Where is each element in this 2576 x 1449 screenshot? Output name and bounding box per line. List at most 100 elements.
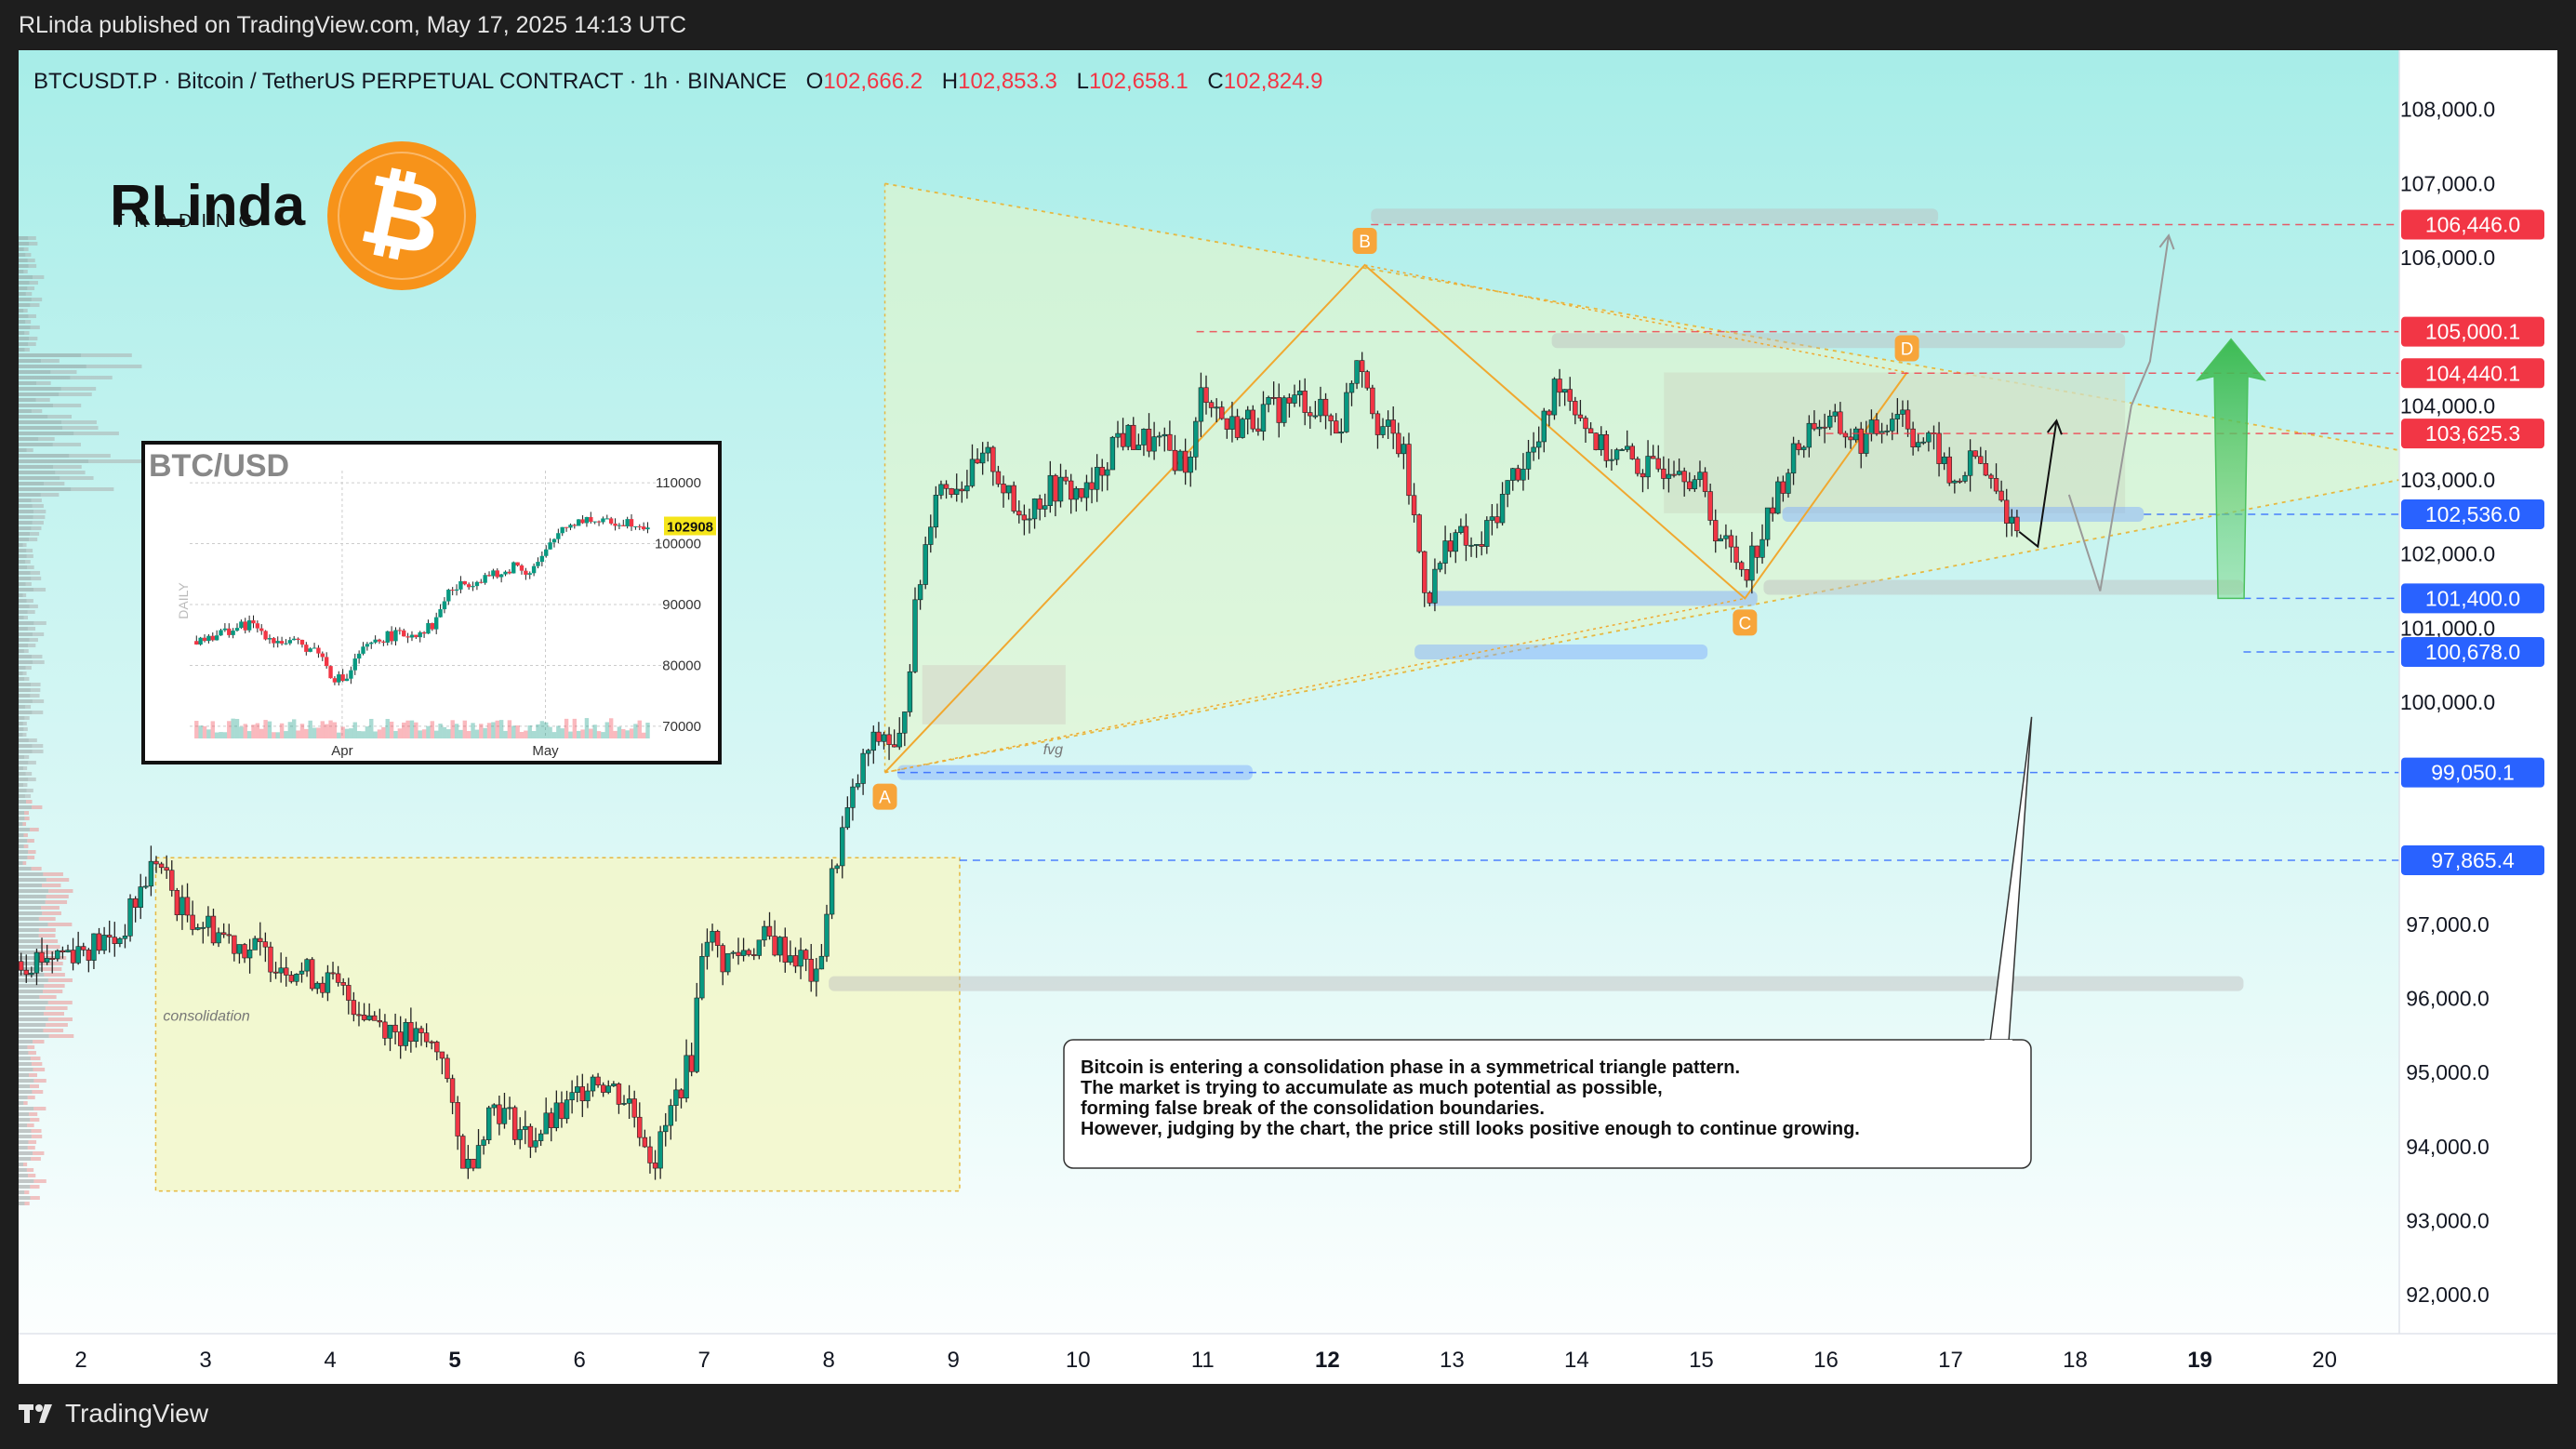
profile-bar xyxy=(70,376,113,379)
profile-bar xyxy=(71,487,114,491)
profile-bar xyxy=(42,911,61,915)
tradingview-brand[interactable]: TradingView xyxy=(19,1399,208,1429)
candle-body xyxy=(1156,435,1162,438)
inset-volume-bar xyxy=(255,723,260,738)
y-tick-label: 100,000.0 xyxy=(2400,690,2495,714)
point-marker xyxy=(1894,335,1919,362)
profile-bar xyxy=(30,694,40,698)
candle-body xyxy=(179,897,185,916)
inset-timeframe-label: DAILY xyxy=(176,582,191,619)
price-tag-box xyxy=(2401,499,2544,529)
inset-candle-body xyxy=(426,622,431,634)
profile-bar xyxy=(19,856,28,859)
candle-body xyxy=(1193,420,1199,458)
inset-candle-body xyxy=(284,643,288,645)
inset-candle-body xyxy=(259,628,264,631)
inset-candle-body xyxy=(316,647,321,654)
profile-bar xyxy=(19,694,31,698)
profile-bar xyxy=(19,1029,44,1032)
inset-candle-body xyxy=(637,525,642,527)
profile-bar xyxy=(19,476,60,480)
profile-bar xyxy=(19,906,42,910)
profile-bar xyxy=(28,778,36,781)
inset-candle-body xyxy=(564,526,569,528)
inset-volume-bar xyxy=(418,730,422,738)
profile-bar xyxy=(27,286,35,290)
inset-candle-body xyxy=(589,516,593,523)
candle-body xyxy=(1057,476,1064,502)
inset-candle-body xyxy=(479,581,484,583)
inset-candle-body xyxy=(251,620,256,624)
inset-x-tick: May xyxy=(532,743,559,759)
profile-bar xyxy=(28,236,36,240)
inset-candle-body xyxy=(275,641,280,644)
candle-body xyxy=(714,931,721,946)
candle-body xyxy=(1042,505,1048,510)
callout-text-line: Bitcoin is entering a consolidation phas… xyxy=(1081,1057,1740,1078)
inset-candle-body xyxy=(491,570,496,577)
candle-body xyxy=(663,1124,669,1133)
candle-body xyxy=(127,898,133,937)
close-label: C xyxy=(1207,69,1223,94)
profile-bar xyxy=(48,1034,74,1038)
profile-bar xyxy=(19,895,46,898)
profile-bar xyxy=(19,945,42,949)
profile-bar xyxy=(47,1017,73,1021)
candle-body xyxy=(1494,516,1500,524)
candle-body xyxy=(1733,546,1739,564)
profile-bar xyxy=(19,621,34,625)
profile-bar xyxy=(19,778,29,781)
inset-volume-bar xyxy=(292,719,297,738)
candle-body xyxy=(1406,444,1412,497)
support-band xyxy=(829,976,2244,991)
inset-candle-body xyxy=(385,631,390,643)
candle-body xyxy=(1812,422,1817,430)
candle-body xyxy=(538,1133,544,1141)
candle-body xyxy=(96,933,102,951)
footer-bar: TradingView xyxy=(0,1384,2576,1449)
inset-candle-body xyxy=(267,638,272,640)
pattern-drawings: A B C D xyxy=(872,227,1919,810)
candle-body xyxy=(1640,472,1646,478)
candle-body xyxy=(1822,426,1827,429)
candle-body xyxy=(954,488,960,495)
inset-volume-bar xyxy=(421,729,427,738)
candle-body xyxy=(907,671,913,712)
profile-bar xyxy=(32,1090,44,1094)
main-chart[interactable]: consolidation fvg A B C D 108,000.0 107,000.0… xyxy=(19,50,2557,1384)
inset-candle-body xyxy=(454,589,459,592)
candle-body xyxy=(792,955,799,967)
profile-bar xyxy=(88,459,146,463)
profile-bar xyxy=(19,275,33,279)
profile-bar xyxy=(19,560,26,564)
inset-volume-bar xyxy=(320,721,325,738)
inset-candle-body xyxy=(369,642,374,645)
support-band xyxy=(1782,506,2144,522)
candle-body xyxy=(1832,411,1838,417)
candle-body xyxy=(1764,507,1771,540)
inset-candle-body xyxy=(194,641,199,645)
inset-volume-bar xyxy=(308,720,312,738)
candle-body xyxy=(439,1051,445,1059)
zone-label: consolidation xyxy=(163,1008,250,1024)
candle-body xyxy=(1619,449,1625,451)
inset-volume-bar xyxy=(608,718,614,738)
candle-body xyxy=(325,972,331,993)
candle-body xyxy=(1661,468,1666,479)
chart-pane[interactable]: consolidation fvg A B C D 108,000.0 107,000.0… xyxy=(19,50,2557,1384)
profile-bar xyxy=(19,353,81,357)
profile-bar xyxy=(19,1140,29,1144)
candle-body xyxy=(1613,449,1620,460)
profile-bar xyxy=(40,493,60,497)
inset-volume-bar xyxy=(592,724,597,738)
inset-candle-body xyxy=(397,630,403,631)
candle-body xyxy=(1645,456,1651,478)
profile-bar xyxy=(19,348,25,352)
inset-volume-bar xyxy=(462,720,467,738)
inset-candle-body xyxy=(299,639,305,645)
inset-volume-bar xyxy=(356,731,362,738)
inset-candle-body xyxy=(373,639,378,643)
candle-body xyxy=(1281,397,1287,423)
candle-body xyxy=(684,1055,689,1098)
candle-body xyxy=(1322,398,1329,417)
